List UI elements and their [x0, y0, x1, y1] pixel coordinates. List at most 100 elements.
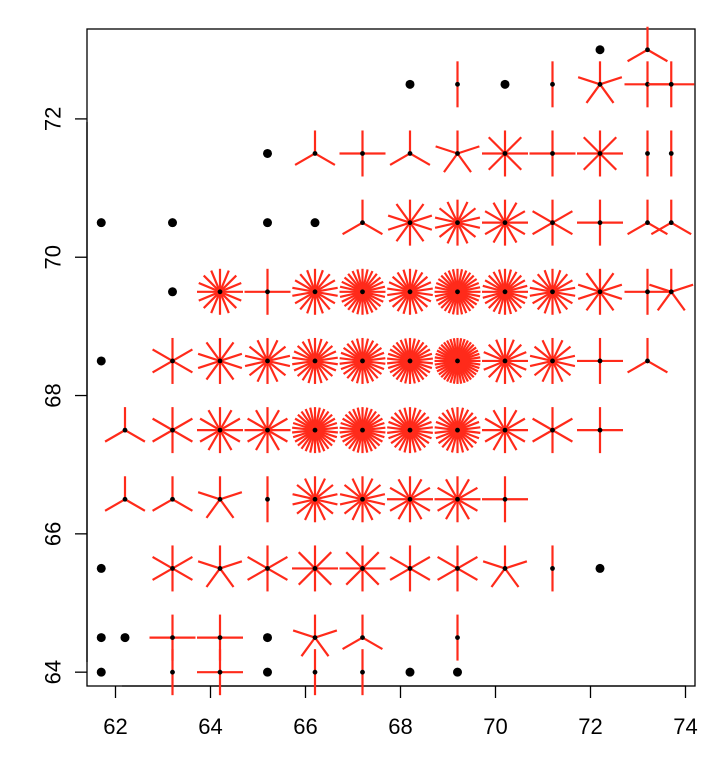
- sunflower-point: [650, 199, 692, 236]
- petal: [532, 279, 554, 293]
- sunflower-point: [244, 407, 291, 454]
- center-dot: [312, 358, 318, 364]
- y-tick-label: 66: [41, 522, 66, 546]
- petal: [339, 493, 363, 501]
- center-dot: [265, 358, 270, 364]
- petal: [504, 560, 528, 570]
- petal: [650, 221, 672, 236]
- single-point-dot: [595, 45, 605, 55]
- petal: [599, 290, 623, 300]
- petal: [551, 221, 573, 236]
- center-dot: [597, 289, 603, 295]
- single-point-dot: [96, 218, 106, 228]
- petal: [266, 339, 279, 362]
- petal: [492, 409, 506, 431]
- petal: [219, 352, 243, 363]
- petal: [205, 498, 221, 519]
- sunflower-point: [405, 667, 415, 677]
- petal: [219, 429, 233, 451]
- petal: [266, 360, 279, 383]
- petal: [504, 359, 527, 371]
- petal: [504, 222, 518, 244]
- sunflower-point: [595, 45, 605, 55]
- sunflower-point: [389, 545, 431, 592]
- single-point-dot: [96, 667, 106, 677]
- petal: [599, 76, 623, 86]
- y-tick-label: 70: [41, 245, 66, 269]
- single-point-dot: [96, 563, 106, 573]
- petal: [361, 338, 370, 362]
- petal: [495, 360, 507, 383]
- center-dot: [550, 566, 555, 571]
- petal: [202, 274, 221, 293]
- single-point-dot: [263, 218, 272, 228]
- x-tick-label: 72: [578, 714, 602, 739]
- petal: [456, 207, 477, 224]
- center-dot: [217, 496, 223, 502]
- petal: [457, 145, 480, 155]
- sunflower-point: [265, 476, 270, 523]
- petal: [124, 498, 146, 512]
- center-dot: [360, 151, 365, 156]
- center-dot: [502, 566, 508, 571]
- petal: [492, 202, 506, 224]
- petal: [577, 283, 601, 293]
- petal: [314, 478, 326, 500]
- sunflower-point: [263, 667, 272, 677]
- center-dot: [170, 635, 175, 640]
- petal: [456, 498, 470, 520]
- petal: [484, 429, 506, 443]
- petal: [171, 498, 193, 512]
- single-point-dot: [96, 633, 106, 643]
- center-dot: [645, 220, 650, 226]
- center-dot: [360, 635, 365, 640]
- petal: [389, 152, 411, 166]
- petal: [438, 221, 459, 238]
- petal: [487, 136, 506, 155]
- petal: [294, 152, 316, 166]
- x-tick-label: 66: [293, 714, 317, 739]
- petal: [456, 486, 478, 501]
- petal: [266, 409, 280, 431]
- sunflower-point: [482, 476, 528, 523]
- sunflower-point: [529, 268, 576, 315]
- petal: [649, 283, 672, 293]
- center-dot: [312, 289, 318, 295]
- petal: [314, 291, 331, 311]
- sunflower-point: [339, 130, 386, 177]
- y-tick-label: 72: [41, 107, 66, 131]
- center-dot: [645, 47, 650, 53]
- center-dot: [597, 151, 603, 156]
- y-tick-label: 68: [41, 383, 66, 407]
- petal: [483, 351, 506, 362]
- sunflower-point: [434, 407, 481, 454]
- sunflower-point: [312, 649, 318, 696]
- petal: [487, 152, 506, 171]
- petal: [627, 360, 649, 374]
- center-dot: [455, 151, 460, 156]
- petal: [529, 354, 553, 363]
- sunflower-point: [529, 130, 576, 177]
- center-dot: [668, 289, 674, 295]
- center-dot: [217, 669, 223, 675]
- sunflower-point: [453, 667, 462, 677]
- petal: [218, 291, 230, 314]
- petal: [552, 286, 576, 293]
- single-point-dot: [500, 79, 510, 89]
- petal: [646, 48, 668, 63]
- petal: [456, 269, 464, 293]
- petal: [551, 360, 572, 377]
- petal: [104, 429, 126, 443]
- petal: [456, 407, 465, 431]
- petal: [300, 636, 316, 657]
- petal: [247, 417, 269, 432]
- sunflower-point: [434, 268, 481, 315]
- petal: [670, 221, 692, 236]
- petal: [599, 152, 618, 171]
- sunflower-point: [339, 337, 386, 384]
- petal: [529, 286, 553, 293]
- single-point-dot: [263, 667, 272, 677]
- petal: [456, 478, 470, 500]
- sunflower-point: [500, 79, 510, 89]
